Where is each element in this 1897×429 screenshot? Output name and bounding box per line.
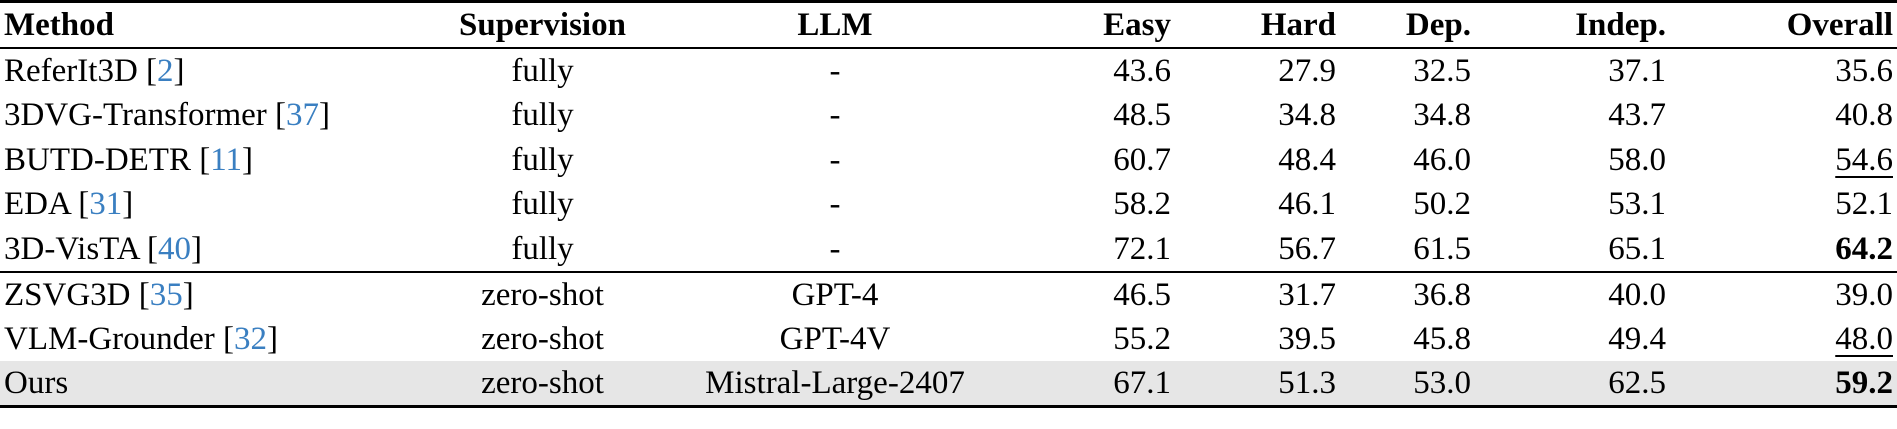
dep-cell: 34.8: [1413, 97, 1471, 134]
header-supervision: Supervision: [459, 7, 626, 43]
indep-cell: 43.7: [1608, 97, 1666, 134]
table-row: 3D-VisTA [40] fully - 72.1 56.7 61.5 65.…: [0, 227, 1897, 272]
method-cell: ZSVG3D [35]: [4, 276, 194, 313]
hard-cell: 27.9: [1278, 53, 1336, 89]
method-cell: BUTD-DETR [11]: [4, 141, 254, 178]
table-row-ours: Ours zero-shot Mistral-Large-2407 67.1 5…: [0, 361, 1897, 407]
dep-cell: 45.8: [1413, 320, 1471, 357]
citation-link[interactable]: 31: [89, 186, 123, 223]
method-cell: VLM-Grounder [32]: [4, 320, 279, 357]
easy-cell: 43.6: [1113, 53, 1171, 89]
indep-cell: 40.0: [1608, 276, 1666, 313]
method-name: VLM-Grounder: [4, 320, 215, 357]
supervision-cell: fully: [511, 97, 574, 134]
llm-cell: -: [829, 53, 841, 89]
citation-link[interactable]: 2: [157, 53, 174, 89]
llm-cell: -: [829, 141, 841, 178]
header-dep: Dep.: [1405, 7, 1471, 43]
llm-cell: GPT-4V: [779, 320, 891, 357]
method-cell: EDA [31]: [4, 186, 134, 223]
supervision-cell: zero-shot: [481, 320, 604, 357]
overall-cell: 52.1: [1835, 186, 1893, 223]
method-name: 3D-VisTA: [4, 230, 139, 267]
overall-cell-best: 64.2: [1835, 230, 1893, 267]
indep-cell: 65.1: [1608, 230, 1666, 267]
hard-cell: 46.1: [1278, 186, 1336, 223]
table-row: ReferIt3D [2] fully - 43.6 27.9 32.5 37.…: [0, 48, 1897, 93]
easy-cell: 67.1: [985, 361, 1175, 407]
method-name: ReferIt3D: [4, 53, 138, 89]
method-cell: 3D-VisTA [40]: [4, 230, 202, 267]
dep-cell: 50.2: [1413, 186, 1471, 223]
supervision-cell: zero-shot: [400, 361, 685, 407]
overall-cell-second-best: 54.6: [1835, 141, 1893, 178]
indep-cell: 58.0: [1608, 141, 1666, 178]
method-name: BUTD-DETR: [4, 141, 191, 178]
llm-cell: -: [829, 97, 841, 134]
header-row: Method Supervision LLM Easy Hard Dep. In…: [0, 1, 1897, 48]
easy-cell: 48.5: [1113, 97, 1171, 134]
header-easy: Easy: [1103, 7, 1171, 43]
indep-cell: 53.1: [1608, 186, 1666, 223]
hard-cell: 56.7: [1278, 230, 1336, 267]
method-name: ZSVG3D: [4, 276, 131, 313]
hard-cell: 39.5: [1278, 320, 1336, 357]
easy-cell: 46.5: [1113, 276, 1171, 313]
hard-cell: 51.3: [1175, 361, 1340, 407]
method-cell: ReferIt3D [2]: [4, 53, 185, 89]
llm-cell: -: [829, 186, 841, 223]
easy-cell: 55.2: [1113, 320, 1171, 357]
table-row: VLM-Grounder [32] zero-shot GPT-4V 55.2 …: [0, 317, 1897, 362]
citation-link[interactable]: 35: [149, 276, 183, 313]
header-hard: Hard: [1260, 7, 1336, 43]
overall-cell: 40.8: [1835, 97, 1893, 134]
llm-cell: -: [829, 230, 841, 267]
header-overall: Overall: [1786, 7, 1893, 43]
indep-cell: 49.4: [1608, 320, 1666, 357]
dep-cell: 36.8: [1413, 276, 1471, 313]
table-row: BUTD-DETR [11] fully - 60.7 48.4 46.0 58…: [0, 138, 1897, 183]
results-table: Method Supervision LLM Easy Hard Dep. In…: [0, 1, 1897, 407]
method-name: EDA: [4, 186, 70, 223]
hard-cell: 48.4: [1278, 141, 1336, 178]
easy-cell: 58.2: [1113, 186, 1171, 223]
table-row: ZSVG3D [35] zero-shot GPT-4 46.5 31.7 36…: [0, 271, 1897, 317]
overall-cell-second-best: 48.0: [1835, 320, 1893, 357]
method-cell: Ours: [0, 361, 400, 407]
citation-link[interactable]: 37: [286, 97, 319, 134]
overall-cell: 39.0: [1835, 276, 1893, 313]
overall-cell: 35.6: [1835, 53, 1893, 89]
header-indep: Indep.: [1575, 7, 1666, 43]
dep-cell: 46.0: [1413, 141, 1471, 178]
indep-cell: 37.1: [1608, 53, 1666, 89]
citation-link[interactable]: 11: [210, 141, 243, 178]
hard-cell: 31.7: [1278, 276, 1336, 313]
header-method: Method: [4, 7, 114, 43]
llm-cell: GPT-4: [791, 276, 879, 313]
table-row: EDA [31] fully - 58.2 46.1 50.2 53.1 52.…: [0, 182, 1897, 227]
header-llm: LLM: [797, 7, 873, 43]
easy-cell: 60.7: [1113, 141, 1171, 178]
supervision-cell: fully: [511, 141, 574, 178]
supervision-cell: fully: [511, 186, 574, 223]
citation-link[interactable]: 32: [234, 320, 268, 357]
citation-link[interactable]: 40: [157, 230, 191, 267]
llm-cell: Mistral-Large-2407: [685, 361, 985, 407]
dep-cell: 32.5: [1413, 53, 1471, 89]
dep-cell: 61.5: [1413, 230, 1471, 267]
method-cell: 3DVG-Transformer [37]: [4, 97, 330, 134]
indep-cell: 62.5: [1475, 361, 1670, 407]
easy-cell: 72.1: [1113, 230, 1171, 267]
supervision-cell: fully: [511, 53, 574, 89]
table-row: 3DVG-Transformer [37] fully - 48.5 34.8 …: [0, 93, 1897, 138]
hard-cell: 34.8: [1278, 97, 1336, 134]
supervision-cell: zero-shot: [481, 276, 604, 313]
overall-cell-best: 59.2: [1670, 361, 1897, 407]
method-name: 3DVG-Transformer: [4, 97, 267, 134]
dep-cell: 53.0: [1340, 361, 1475, 407]
supervision-cell: fully: [511, 230, 574, 267]
